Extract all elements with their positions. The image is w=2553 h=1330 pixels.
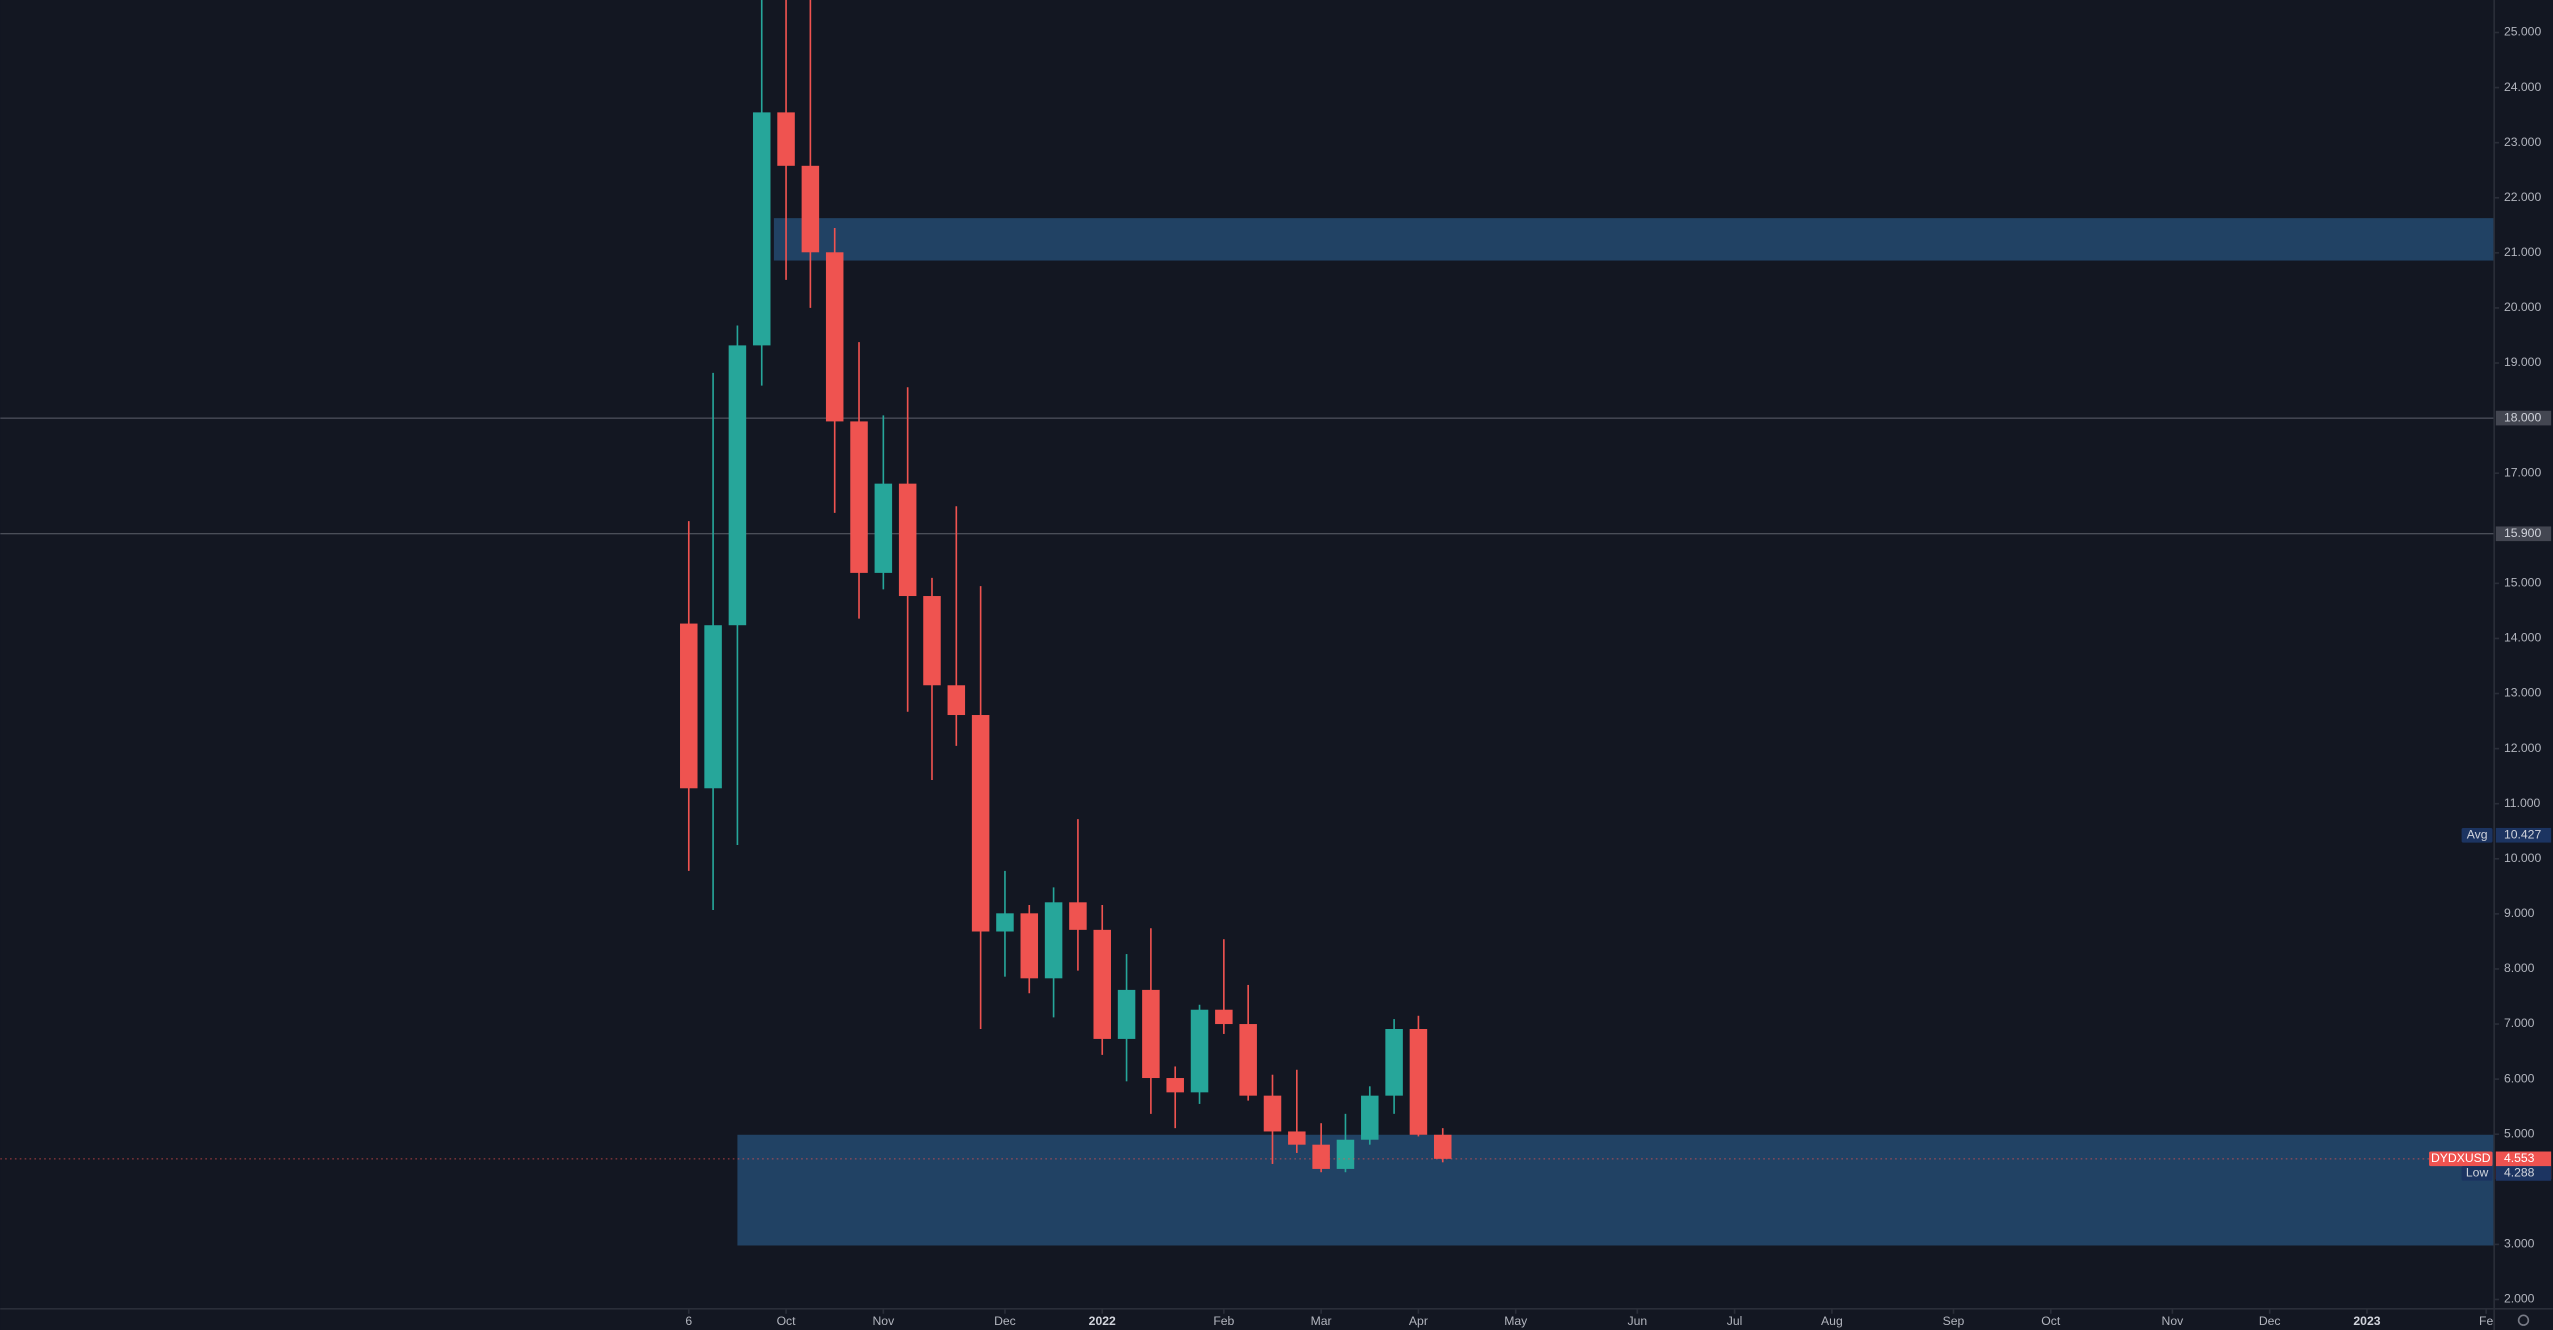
x-tick-label: 2023 bbox=[2353, 1314, 2380, 1328]
candle-body bbox=[1409, 1029, 1428, 1135]
zone bbox=[737, 1134, 2495, 1246]
candle-body bbox=[728, 345, 747, 626]
y-tick-label: 14.000 bbox=[2504, 631, 2541, 645]
y-tick-label: 9.000 bbox=[2504, 906, 2535, 920]
x-tick-label: Fe bbox=[2479, 1314, 2493, 1328]
candle-body bbox=[971, 715, 990, 932]
y-tick-label: 23.000 bbox=[2504, 135, 2541, 149]
candle-body bbox=[1020, 913, 1039, 979]
candle-body bbox=[1093, 929, 1111, 1039]
x-tick-label: Oct bbox=[2041, 1314, 2061, 1328]
candle-body bbox=[947, 685, 966, 716]
zone bbox=[773, 218, 2495, 261]
y-tick-label: 24.000 bbox=[2504, 80, 2541, 94]
candle-body bbox=[704, 625, 722, 789]
hline-label-box bbox=[2495, 410, 2552, 426]
y-tick-label: 10.000 bbox=[2504, 851, 2541, 865]
candle-body bbox=[1433, 1134, 1452, 1159]
candle-body bbox=[1215, 1009, 1233, 1025]
low-name-box bbox=[2461, 1166, 2493, 1181]
candle-body bbox=[923, 596, 941, 686]
avg-name-box bbox=[2461, 827, 2493, 843]
x-tick-label: Nov bbox=[2162, 1314, 2185, 1328]
symbol-label: DYDXUSD bbox=[2431, 1151, 2491, 1165]
x-tick-label: Feb bbox=[1213, 1314, 1234, 1328]
x-tick-label: Dec bbox=[994, 1314, 1016, 1328]
x-tick-label: Mar bbox=[1311, 1314, 1332, 1328]
candle-body bbox=[1385, 1029, 1403, 1096]
x-tick-label: Jul bbox=[1727, 1314, 1743, 1328]
x-tick-label: Apr bbox=[1409, 1314, 1428, 1328]
candle-body bbox=[1336, 1139, 1355, 1169]
x-tick-label: Dec bbox=[2259, 1314, 2281, 1328]
axes: 2.000 3.000 5.000 6.000 7.000 8.000 9.000 10.00… bbox=[685, 25, 2552, 1328]
avg-value: 10.427 bbox=[2504, 827, 2541, 841]
candle-body bbox=[1190, 1009, 1209, 1093]
y-tick-label: 12.000 bbox=[2504, 741, 2541, 755]
y-tick-label: 25.000 bbox=[2504, 25, 2541, 39]
x-tick-label: May bbox=[1504, 1314, 1528, 1328]
y-tick-label: 7.000 bbox=[2504, 1016, 2535, 1030]
y-tick-label: 22.000 bbox=[2504, 190, 2541, 204]
low-name: Low bbox=[2466, 1166, 2489, 1180]
hline-label: 15.900 bbox=[2504, 526, 2541, 540]
last-price-label: 4.553 bbox=[2504, 1151, 2535, 1165]
y-tick-label: 2.000 bbox=[2504, 1292, 2535, 1306]
x-tick-label: Jun bbox=[1627, 1314, 1647, 1328]
low-value-box bbox=[2495, 1166, 2552, 1181]
candle-body bbox=[1166, 1078, 1184, 1093]
hline-label: 18.000 bbox=[2504, 410, 2541, 424]
candle-body bbox=[1288, 1131, 1306, 1145]
low-value: 4.288 bbox=[2504, 1166, 2535, 1180]
y-tick-label: 13.000 bbox=[2504, 686, 2541, 700]
y-tick-label: 5.000 bbox=[2504, 1126, 2535, 1140]
candle-body bbox=[850, 421, 868, 573]
y-tick-label: 11.000 bbox=[2504, 796, 2541, 810]
candle-body bbox=[874, 483, 893, 573]
avg-name: Avg bbox=[2467, 827, 2488, 841]
candle-body bbox=[1361, 1095, 1379, 1140]
candle-body bbox=[1117, 989, 1136, 1039]
candle-body bbox=[1239, 1024, 1257, 1096]
candle-body bbox=[1044, 902, 1063, 979]
candle-body bbox=[1312, 1144, 1330, 1169]
x-tick-label: Nov bbox=[873, 1314, 896, 1328]
candle-body bbox=[1263, 1095, 1282, 1132]
avg-value-box bbox=[2495, 827, 2552, 843]
settings-icon[interactable] bbox=[2517, 1314, 2530, 1326]
x-tick-label: Aug bbox=[1821, 1314, 1843, 1328]
candle-body bbox=[996, 913, 1014, 932]
candle-body bbox=[1069, 902, 1087, 930]
x-tick-label: Sep bbox=[1943, 1314, 1965, 1328]
y-tick-label: 8.000 bbox=[2504, 961, 2535, 975]
candle-body bbox=[898, 483, 917, 597]
candle-body bbox=[680, 623, 698, 789]
candle-body bbox=[801, 165, 820, 253]
candle-body bbox=[825, 252, 844, 422]
y-tick-label: 19.000 bbox=[2504, 355, 2541, 369]
y-tick-label: 17.000 bbox=[2504, 465, 2541, 479]
y-tick-label: 21.000 bbox=[2504, 245, 2541, 259]
y-tick-label: 15.000 bbox=[2504, 576, 2541, 590]
hline-label-box bbox=[2495, 526, 2552, 542]
plot-area bbox=[0, 0, 2495, 1246]
y-tick-label: 3.000 bbox=[2504, 1237, 2535, 1251]
y-tick-label: 6.000 bbox=[2504, 1071, 2535, 1085]
x-tick-label: 2022 bbox=[1089, 1314, 1116, 1328]
candle-body bbox=[1142, 989, 1160, 1079]
symbol-box bbox=[2429, 1151, 2493, 1167]
x-tick-label: 6 bbox=[685, 1314, 692, 1328]
candle-body bbox=[777, 112, 795, 166]
candle-body bbox=[752, 112, 771, 346]
y-tick-label: 20.000 bbox=[2504, 300, 2541, 314]
x-tick-label: Oct bbox=[777, 1314, 797, 1328]
